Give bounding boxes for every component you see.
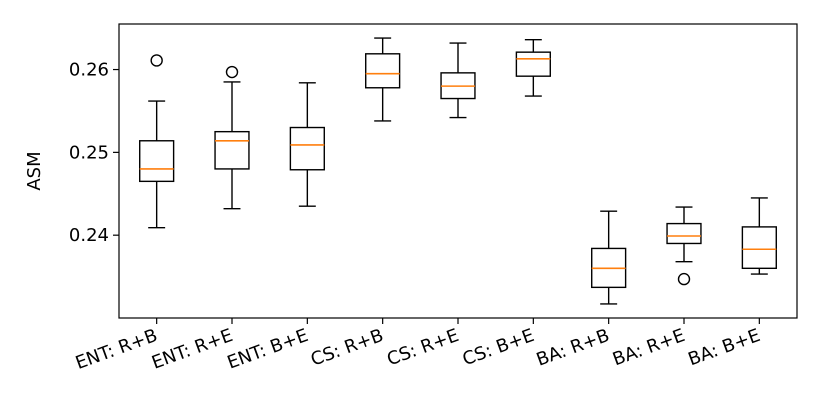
outlier-point	[677, 272, 691, 286]
iqr-box	[365, 53, 401, 89]
iqr-box	[139, 140, 175, 183]
y-axis: 0.24 0.25 0.26	[69, 60, 119, 246]
iqr-box	[515, 51, 551, 77]
x-tick-label: BA: R+B	[534, 325, 613, 371]
y-tick-label: 0.24	[69, 225, 109, 246]
box-group	[214, 65, 250, 210]
y-axis-label: ASM	[24, 151, 45, 190]
x-tick-label: CS: R+B	[308, 325, 386, 371]
iqr-box	[214, 130, 250, 170]
box-group	[365, 37, 401, 122]
iqr-box	[289, 126, 325, 171]
outlier-point	[225, 65, 239, 79]
box-group	[289, 82, 325, 207]
x-tick-label: ENT: R+B	[73, 325, 161, 374]
y-tick-label: 0.26	[69, 60, 109, 81]
iqr-box	[666, 222, 702, 245]
x-tick-label: BA: B+E	[685, 325, 763, 370]
box-group	[139, 54, 175, 229]
outlier-point	[150, 54, 163, 67]
box-group	[591, 210, 627, 305]
y-tick-label: 0.25	[69, 142, 109, 163]
iqr-box	[741, 226, 777, 270]
x-tick-label: CS: B+E	[460, 325, 537, 370]
x-tick-label: ENT: B+E	[225, 325, 312, 374]
box-group	[666, 206, 702, 286]
box-series	[139, 37, 777, 305]
x-tick-label: BA: R+E	[610, 325, 688, 370]
box-group	[741, 197, 777, 275]
x-tick-label: CS: R+E	[384, 325, 461, 370]
x-tick-label: ENT: R+E	[149, 325, 236, 374]
box-group	[440, 42, 476, 119]
box-group	[515, 39, 551, 97]
